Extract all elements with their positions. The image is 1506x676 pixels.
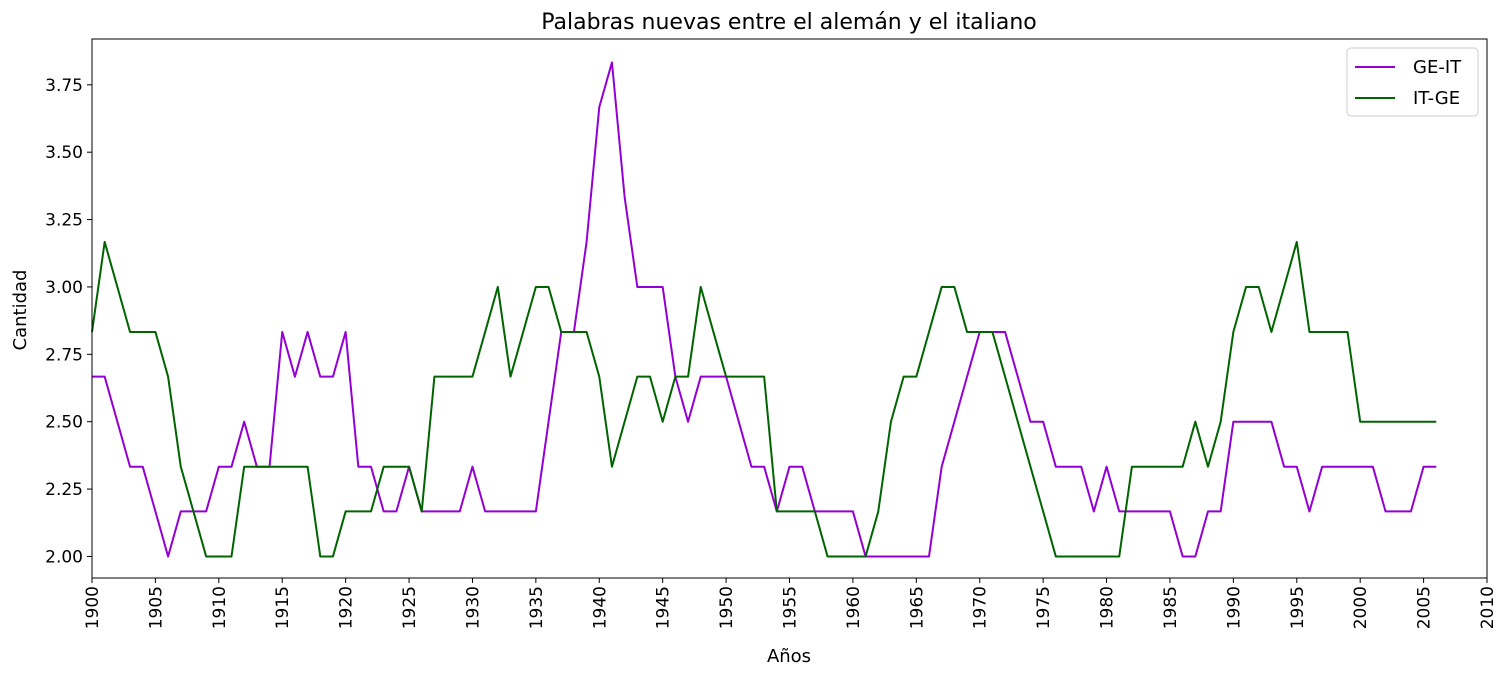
y-axis-label: Cantidad [10, 270, 31, 351]
x-tick-label: 1990 [1224, 586, 1244, 629]
x-tick-label: 1980 [1098, 586, 1118, 629]
x-tick-label: 1955 [781, 586, 801, 629]
x-tick-label: 1985 [1161, 586, 1181, 629]
y-tick-label: 2.25 [45, 480, 83, 500]
y-tick-label: 2.50 [45, 413, 83, 433]
legend-label-ge-it: GE-IT [1413, 57, 1462, 78]
x-tick-label: 1915 [273, 586, 293, 629]
x-tick-label: 1965 [907, 586, 927, 629]
x-tick-label: 1910 [210, 586, 230, 629]
y-tick-label: 3.25 [45, 211, 83, 231]
y-tick-label: 2.00 [45, 547, 83, 567]
legend-label-it-ge: IT-GE [1413, 88, 1460, 109]
x-tick-label: 1995 [1288, 586, 1308, 629]
x-tick-label: 2000 [1351, 586, 1371, 629]
legend: GE-IT IT-GE [1346, 47, 1479, 117]
series-line-it-ge [91, 240, 1437, 558]
x-tick-label: 1925 [400, 586, 420, 629]
x-tick-label: 1960 [844, 586, 864, 629]
x-tick-label: 1920 [337, 586, 357, 629]
x-tick-label: 1935 [527, 586, 547, 629]
y-axis: 2.00 2.25 2.50 2.75 3.00 3.25 3.50 3.75 [45, 76, 92, 567]
series-line-ge-it [92, 61, 1437, 558]
x-tick-label: 1930 [463, 586, 483, 629]
x-tick-label: 1975 [1034, 586, 1054, 629]
y-tick-label: 3.50 [45, 143, 83, 163]
x-tick-label: 1905 [146, 586, 166, 629]
y-tick-label: 3.75 [45, 76, 83, 96]
x-tick-label: 1945 [654, 586, 674, 629]
x-tick-label: 2005 [1415, 586, 1435, 629]
y-tick-label: 3.00 [45, 278, 83, 298]
y-tick-label: 2.75 [45, 345, 83, 365]
x-tick-label: 2010 [1478, 586, 1498, 629]
chart-title: Palabras nuevas entre el alemán y el ita… [541, 10, 1036, 35]
x-axis-label: Años [767, 646, 811, 667]
plot-area [91, 38, 1488, 579]
x-axis: 1900 1905 1910 1915 1920 1925 1930 1935 1940 1945… [83, 578, 1498, 629]
x-tick-label: 1950 [717, 586, 737, 629]
x-tick-label: 1940 [590, 586, 610, 629]
x-tick-label: 1970 [971, 586, 991, 629]
x-tick-label: 1900 [83, 586, 103, 629]
